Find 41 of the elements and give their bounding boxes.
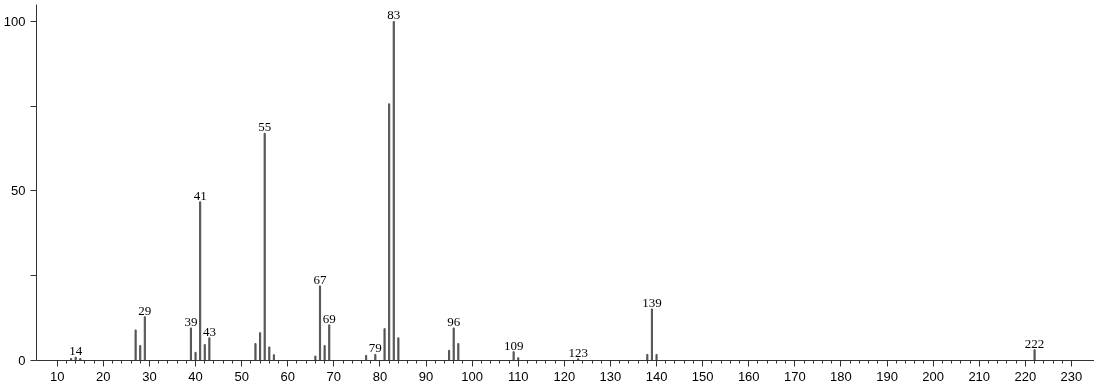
x-tick-label: 200 (922, 368, 945, 384)
y-tick-label: 0 (18, 353, 26, 368)
annotation: 43 (202, 323, 216, 339)
x-tick-label: 150 (691, 368, 714, 384)
annotation: 109 (503, 337, 524, 353)
annotation: 123 (568, 344, 588, 360)
annotation: 79 (368, 340, 382, 356)
x-tick-label: 100 (461, 368, 484, 384)
x-tick-label: 190 (876, 368, 898, 384)
x-tick-label: 90 (418, 368, 434, 384)
x-tick-label: 170 (784, 368, 806, 384)
x-tick-label: 180 (830, 368, 852, 384)
y-tick-label: 50 (11, 183, 26, 199)
annotation: 69 (322, 310, 336, 326)
annotation: 14 (69, 343, 83, 359)
x-tick-label: 60 (280, 368, 295, 384)
annotation: 222 (1024, 335, 1045, 351)
x-tick-label: 10 (50, 368, 65, 384)
x-tick-label: 110 (507, 368, 529, 384)
annotation: 41 (193, 187, 207, 203)
x-tick-label: 160 (737, 368, 760, 384)
x-tick-label: 120 (553, 368, 576, 384)
x-tick-label: 40 (188, 368, 203, 384)
x-tick-label: 220 (1014, 368, 1037, 384)
x-tick-label: 30 (142, 368, 157, 384)
x-tick-label: 70 (326, 368, 342, 384)
annotation: 55 (258, 119, 272, 135)
y-tick-label: 100 (3, 13, 26, 29)
annotation: 67 (313, 271, 328, 287)
annotation: 39 (184, 313, 198, 329)
x-tick-label: 210 (968, 368, 991, 384)
annotation: 29 (138, 302, 152, 318)
annotation: 96 (447, 313, 461, 329)
x-tick-label: 140 (645, 368, 668, 384)
annotation: 83 (387, 7, 401, 23)
x-tick-label: 230 (1060, 368, 1083, 384)
x-tick-label: 20 (96, 368, 111, 384)
x-tick-label: 50 (234, 368, 249, 384)
x-tick-label: 80 (372, 368, 388, 384)
annotation: 139 (642, 294, 662, 310)
x-tick-label: 130 (599, 368, 622, 384)
